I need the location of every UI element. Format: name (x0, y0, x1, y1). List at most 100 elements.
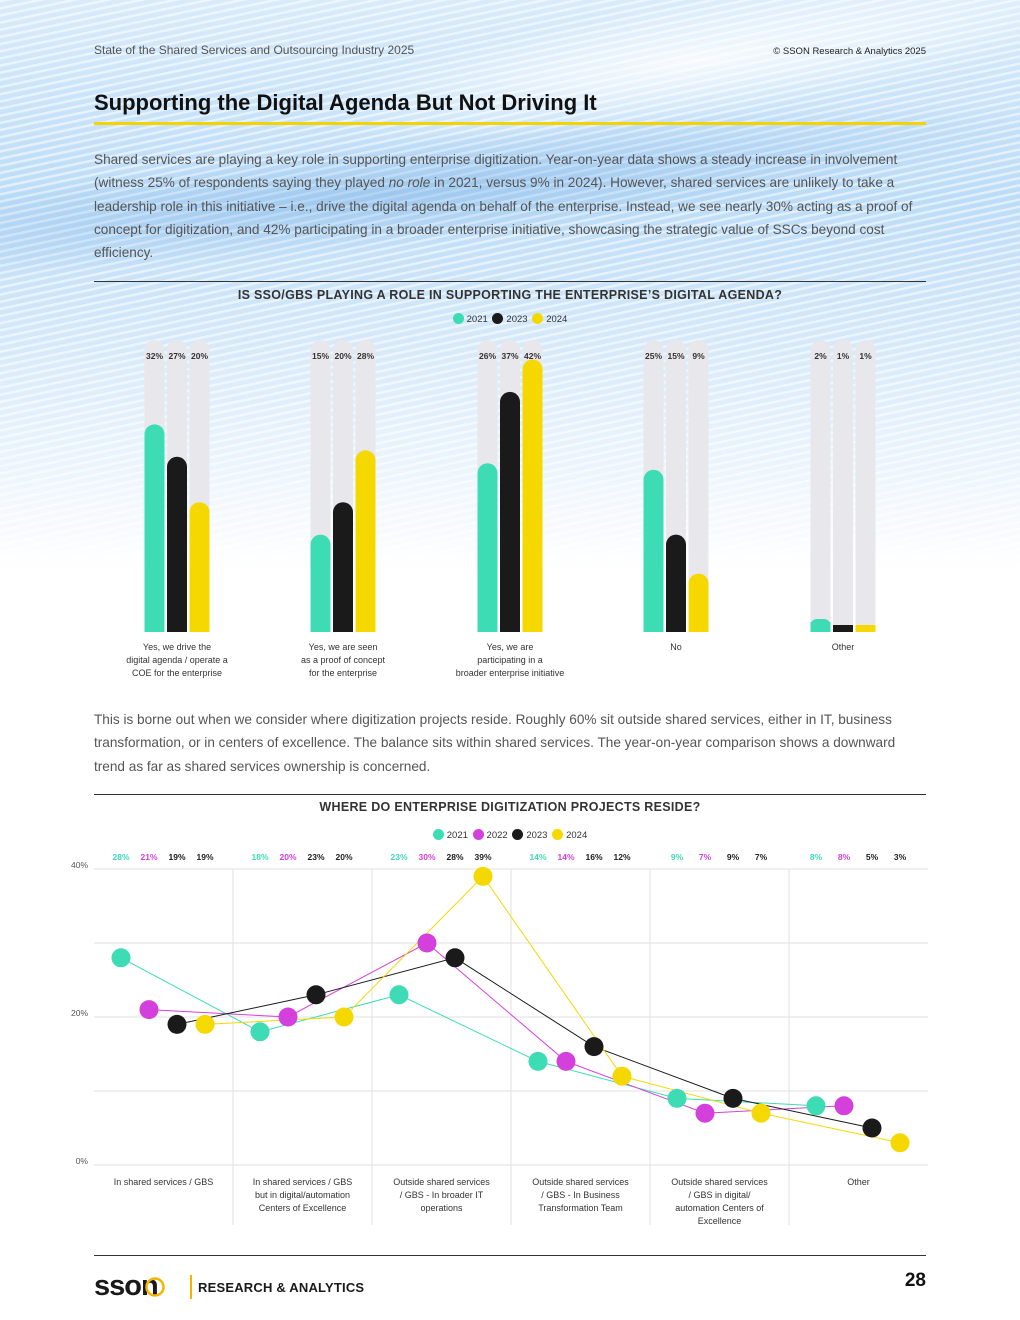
point-2023 (862, 1118, 882, 1138)
point-2021 (806, 1096, 826, 1116)
data-label-2021: 2% (814, 351, 827, 361)
series-line-2022 (148, 942, 845, 1114)
bar-2023 (333, 502, 353, 632)
logo-separator (190, 1275, 192, 1299)
series-line-2024 (204, 875, 901, 1144)
bar-base-2024 (355, 622, 376, 632)
brand-label: RESEARCH & ANALYTICS (198, 1280, 365, 1295)
point-2022 (834, 1096, 854, 1116)
digital-agenda-bar-chart: 32% 27% 20% Yes, we drive the digital agenda… (126, 340, 876, 678)
bar-2021 (144, 424, 165, 632)
data-label-2021: 15% (312, 351, 329, 361)
point-2022 (695, 1103, 715, 1123)
category-label: operations (420, 1203, 463, 1213)
bar-2021 (310, 534, 331, 632)
intro-text-a: Shared services are playing a key role i… (94, 152, 898, 191)
bar-2024 (688, 573, 709, 632)
category-label: Outside shared services (393, 1177, 490, 1187)
legend-item-2023: 2023 (492, 313, 528, 325)
data-label-2022: 20% (279, 852, 296, 862)
bar-2024 (522, 359, 543, 632)
bar-2021 (643, 469, 664, 632)
legend-label-2023: 2023 (526, 830, 548, 841)
chart1-legend: 2021 2023 2024 (94, 313, 926, 325)
chart1-top-rule (94, 281, 926, 282)
bar-base-2021 (810, 622, 831, 632)
chart2-legend: 2021 2022 2023 2024 (94, 829, 926, 841)
bar-base-2023 (333, 622, 353, 632)
legend-label-2021: 2021 (466, 314, 488, 325)
point-2023 (167, 1014, 187, 1034)
title-underline (94, 122, 926, 125)
data-label-2022: 7% (699, 852, 712, 862)
point-2023 (584, 1037, 604, 1057)
category-label: but in digital/automation (255, 1190, 350, 1200)
legend-label-2024: 2024 (566, 830, 588, 841)
bar-base-2021 (144, 622, 165, 632)
data-label-2023: 28% (446, 852, 463, 862)
category-label: Centers of Excellence (259, 1203, 347, 1213)
data-label-2023: 19% (168, 852, 185, 862)
bar-2023 (167, 456, 187, 632)
bar-2023 (500, 391, 520, 632)
data-label-2023: 37% (501, 351, 518, 361)
bar-base-2023 (833, 625, 853, 632)
series-line-2023 (176, 957, 873, 1129)
category-label: No (670, 642, 682, 652)
data-label-2023: 9% (727, 852, 740, 862)
point-2024 (195, 1014, 215, 1034)
data-label-2024: 19% (196, 852, 213, 862)
legend-label-2021: 2021 (446, 830, 468, 841)
category-label: digital agenda / operate a (126, 655, 228, 665)
legend-item-2024: 2024 (532, 313, 567, 325)
legend-swatch-2024 (552, 829, 564, 840)
bar-base-2023 (167, 622, 187, 632)
legend-swatch-2023 (492, 313, 504, 324)
data-label-2023: 5% (866, 852, 879, 862)
legend-item-2022: 2022 (472, 829, 508, 841)
data-label-2024: 9% (692, 351, 705, 361)
data-label-2024: 1% (859, 351, 872, 361)
point-2022 (278, 1007, 298, 1027)
bar-2024 (189, 502, 210, 632)
data-label-2022: 21% (140, 852, 157, 862)
legend-item-2023: 2023 (512, 829, 547, 841)
bar-track (855, 340, 876, 632)
data-label-2021: 8% (810, 852, 823, 862)
footer-rule (94, 1255, 926, 1256)
bar-base-2021 (477, 622, 498, 632)
intro-text-b: in 2021, versus 9% in 2024). However, sh… (94, 175, 913, 261)
point-2021 (528, 1051, 548, 1071)
category-label: Yes, we are (487, 642, 534, 652)
data-label-2021: 9% (671, 852, 684, 862)
point-2023 (723, 1088, 743, 1108)
data-label-2021: 26% (479, 351, 496, 361)
point-2021 (250, 1022, 270, 1042)
category-label: Yes, we are seen (309, 642, 378, 652)
data-label-2022: 8% (838, 852, 851, 862)
bar-track (810, 340, 831, 632)
point-2022 (417, 933, 437, 953)
sson-logo: sson (94, 1270, 165, 1300)
category-label: / GBS - In Business (541, 1190, 620, 1200)
point-2021 (667, 1088, 687, 1108)
category-label: broader enterprise initiative (456, 668, 565, 678)
bar-2023 (666, 534, 686, 632)
bar-base-2024 (522, 622, 543, 632)
data-label-2024: 20% (191, 351, 208, 361)
data-label-2022: 14% (557, 852, 574, 862)
data-label-2023: 20% (334, 351, 351, 361)
point-2024 (890, 1133, 910, 1153)
category-label: In shared services / GBS (114, 1177, 214, 1187)
bar-base-2021 (310, 622, 331, 632)
legend-label-2024: 2024 (546, 314, 568, 325)
category-label: Yes, we drive the (143, 642, 211, 652)
category-label: Other (832, 642, 855, 652)
data-label-2023: 1% (837, 351, 850, 361)
data-label-2024: 3% (894, 852, 907, 862)
point-2024 (473, 866, 493, 886)
data-label-2021: 25% (645, 351, 662, 361)
data-label-2024: 12% (613, 852, 630, 862)
report-title: State of the Shared Services and Outsour… (94, 43, 415, 57)
y-tick-label: 40% (71, 860, 88, 870)
